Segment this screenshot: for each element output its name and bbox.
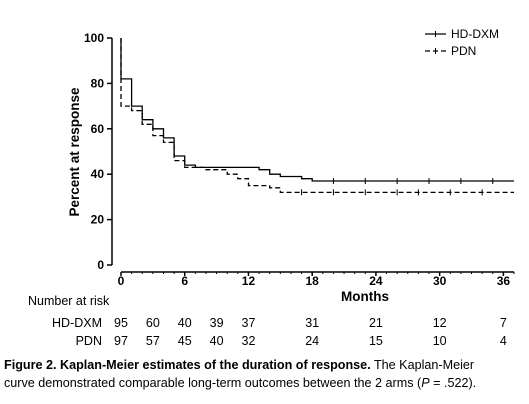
risk-count: 32: [242, 334, 256, 348]
y-tick-label: 60: [91, 122, 105, 136]
risk-count: 24: [305, 334, 319, 348]
caption-text-3: = .522).: [429, 376, 477, 390]
risk-count: 4: [500, 334, 507, 348]
caption-text-1: The Kaplan-Meier: [370, 358, 475, 372]
x-tick-label: 0: [118, 274, 125, 288]
y-tick-label: 100: [84, 31, 104, 45]
y-tick-label: 20: [91, 213, 105, 227]
risk-count: 40: [210, 334, 224, 348]
risk-row-label: HD-DXM: [52, 316, 102, 330]
legend-label-pdn: PDN: [451, 44, 476, 58]
risk-count: 57: [146, 334, 160, 348]
x-axis-title: Months: [341, 289, 389, 304]
series-pdn: [120, 38, 514, 196]
legend: HD-DXM PDN: [425, 27, 499, 58]
legend-label-hd-dxm: HD-DXM: [451, 27, 499, 41]
y-tick-label: 40: [91, 167, 105, 181]
survival-curve-hd-dxm: [120, 38, 514, 182]
risk-count: 15: [369, 334, 383, 348]
risk-count: 60: [146, 316, 160, 330]
risk-count: 39: [210, 316, 224, 330]
axes: 0 20 40 60 80 100 0 6 12 18 24 30 36 Months Percent at…: [67, 31, 515, 304]
risk-table-title: Number at risk: [28, 294, 110, 308]
series-hd-dxm: [120, 38, 514, 185]
x-tick-label: 36: [497, 274, 511, 288]
risk-count: 45: [178, 334, 192, 348]
risk-count: 21: [369, 316, 383, 330]
survival-curve-pdn: [120, 38, 514, 194]
risk-count: 40: [178, 316, 192, 330]
x-tick-label: 6: [181, 274, 188, 288]
y-tick-label: 0: [97, 258, 104, 272]
risk-count: 31: [305, 316, 319, 330]
x-tick-label: 12: [242, 274, 256, 288]
risk-count: 37: [242, 316, 256, 330]
risk-count: 95: [114, 316, 128, 330]
caption-title: Figure 2. Kaplan-Meier estimates of the …: [4, 358, 371, 372]
figure-caption: Figure 2. Kaplan-Meier estimates of the …: [4, 356, 528, 392]
risk-count: 10: [433, 334, 447, 348]
x-tick-label: 30: [433, 274, 447, 288]
risk-count: 97: [114, 334, 128, 348]
x-tick-label: 18: [306, 274, 320, 288]
kaplan-meier-chart: 0 20 40 60 80 100 0 6 12 18 24 30 36 Months Percent at…: [28, 27, 515, 348]
risk-count: 7: [500, 316, 507, 330]
y-tick-label: 80: [91, 76, 105, 90]
risk-row-label: PDN: [76, 334, 102, 348]
survival-curves: [120, 38, 514, 196]
risk-table: Number at risk HD-DXM 95 60 40 39 37 31 21 12 7 PDN…: [28, 294, 507, 348]
y-axis-title: Percent at response: [67, 87, 82, 217]
caption-p-label: P: [421, 376, 430, 390]
caption-text-2: curve demonstrated comparable long-term …: [4, 376, 422, 390]
x-tick-label: 24: [369, 274, 383, 288]
risk-count: 12: [433, 316, 447, 330]
